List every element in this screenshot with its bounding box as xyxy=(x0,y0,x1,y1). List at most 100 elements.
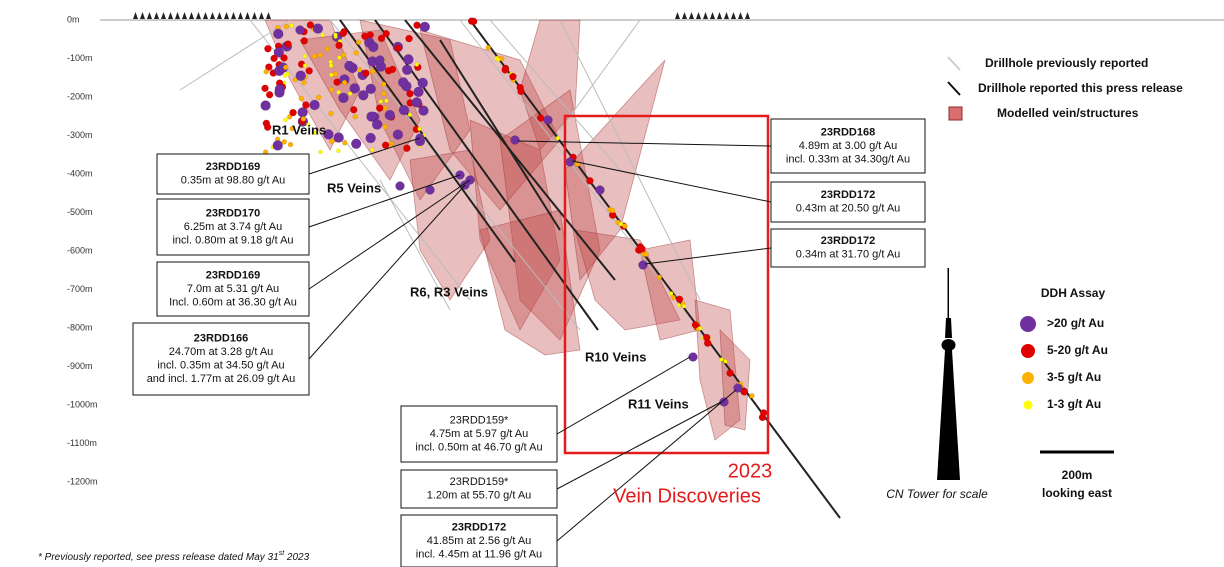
vein-label: R6, R3 Veins xyxy=(410,284,488,299)
assay-dot xyxy=(638,260,648,270)
assay-dot xyxy=(264,45,272,53)
callout-box xyxy=(156,261,310,317)
assay-dot xyxy=(300,116,307,122)
depth-label: -600m xyxy=(67,245,93,255)
assay-dot xyxy=(392,129,404,140)
assay-dot xyxy=(283,117,288,122)
assay-dot xyxy=(759,409,768,417)
assay-dot xyxy=(371,119,383,130)
assay-dot xyxy=(302,54,307,59)
tree xyxy=(252,12,257,19)
assay-dot xyxy=(297,107,308,118)
tree xyxy=(224,12,229,19)
callout-line: 23RDD170 xyxy=(206,207,260,219)
depth-label: -1100m xyxy=(67,438,97,448)
assay-dot xyxy=(418,105,429,116)
assay-dot xyxy=(414,62,420,67)
assay-legend-label: 1-3 g/t Au xyxy=(1047,397,1101,411)
assay-dot xyxy=(320,32,325,38)
drillhole-previous xyxy=(459,19,661,281)
tree xyxy=(703,12,708,19)
scale-bar-label: 200m xyxy=(1062,468,1093,482)
callout-line: 0.43m at 20.50 g/t Au xyxy=(796,203,901,215)
assay-dot xyxy=(517,87,525,96)
assay-dot xyxy=(302,63,308,68)
tree xyxy=(238,12,243,19)
assay-dot xyxy=(501,66,509,74)
tree xyxy=(738,12,743,19)
vein-label: R5 Veins xyxy=(327,180,381,195)
assay-dot xyxy=(368,41,379,53)
assay-dot xyxy=(289,125,295,132)
assay-dot xyxy=(352,114,358,120)
assay-dot xyxy=(336,89,341,95)
tree xyxy=(259,12,264,19)
tree xyxy=(245,12,250,19)
vein-label: R10 Veins xyxy=(585,349,646,364)
assay-dot xyxy=(313,130,318,135)
assay-dot xyxy=(309,99,320,111)
drillhole-previous xyxy=(559,19,641,131)
assay-dot xyxy=(407,112,413,118)
assay-dot xyxy=(328,86,335,93)
tree xyxy=(717,12,722,19)
callout-leader xyxy=(556,389,737,542)
assay-legend-swatch xyxy=(1020,316,1036,332)
callout-leader xyxy=(308,179,471,290)
assay-dot xyxy=(510,135,520,145)
assay-dot xyxy=(306,122,311,127)
assay-dot xyxy=(328,63,334,68)
assay-dot xyxy=(609,207,616,214)
assay-dot xyxy=(403,54,414,65)
tree xyxy=(133,12,138,19)
new-drillholes xyxy=(339,19,841,519)
callout-line: 1.20m at 55.70 g/t Au xyxy=(427,490,532,502)
assay-dot xyxy=(413,86,424,98)
footnote-superscript: st xyxy=(279,550,286,557)
assay-dot xyxy=(337,55,342,60)
assay-dot xyxy=(370,147,375,153)
assay-dot xyxy=(670,294,676,301)
assay-dot xyxy=(285,71,290,77)
assay-dot xyxy=(643,251,649,257)
tree xyxy=(745,12,750,19)
vein-label: R11 Veins xyxy=(628,396,689,411)
assay-dot xyxy=(356,67,363,73)
assay-dot xyxy=(324,46,330,52)
callout-line: incl. 0.80m at 9.18 g/t Au xyxy=(172,234,293,246)
assay-dot xyxy=(726,369,734,377)
assay-dot xyxy=(395,181,405,191)
assay-dot xyxy=(270,54,278,63)
depth-label: -100m xyxy=(67,53,93,63)
assay-legend-swatch xyxy=(1021,344,1035,358)
callout-leader xyxy=(556,356,691,435)
assay-dot xyxy=(329,138,335,144)
assay-dot xyxy=(543,115,553,125)
callout-leader xyxy=(556,401,722,490)
depth-label: -800m xyxy=(67,322,93,332)
assay-dot xyxy=(265,63,273,71)
discovery-box xyxy=(563,114,770,455)
footnote-text: 2023 xyxy=(284,552,309,563)
tree xyxy=(182,12,187,19)
assay-dot xyxy=(509,72,517,81)
callout-leader xyxy=(308,174,461,228)
callout-box xyxy=(400,405,558,463)
tower-label: CN Tower for scale xyxy=(886,487,988,501)
assay-dot xyxy=(366,111,377,122)
assay-dot xyxy=(323,129,334,140)
assay-legend-title: DDH Assay xyxy=(1041,286,1106,300)
callout-leader xyxy=(644,247,772,265)
assay-dot xyxy=(405,34,413,43)
assay-dot xyxy=(398,77,409,88)
assay-dot xyxy=(300,37,308,45)
assay-dot xyxy=(676,302,681,308)
assay-dot xyxy=(351,138,362,149)
assay-dot xyxy=(376,104,384,112)
tree xyxy=(154,12,159,19)
assay-legend-label: 5-20 g/t Au xyxy=(1047,343,1108,357)
assay-dot xyxy=(342,140,348,146)
assay-dot xyxy=(333,132,344,143)
callout-line: 23RDD166 xyxy=(194,333,248,345)
